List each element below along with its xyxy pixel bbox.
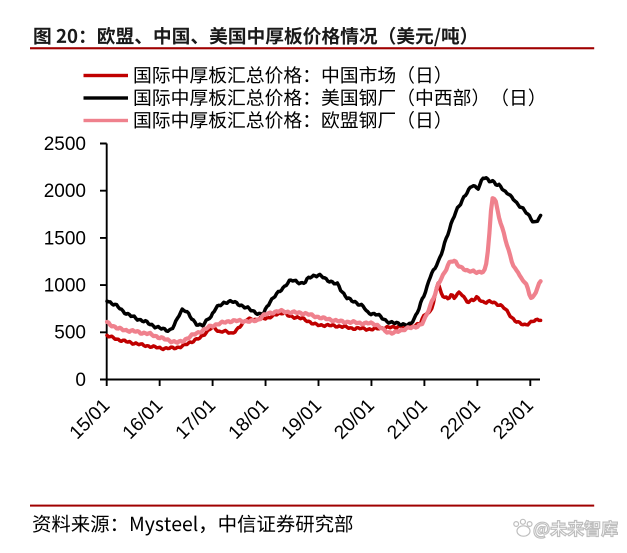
svg-text:1500: 1500 (44, 228, 86, 249)
svg-text:500: 500 (54, 323, 86, 344)
svg-text:2000: 2000 (44, 181, 86, 202)
svg-text:2500: 2500 (44, 134, 86, 155)
svg-text:0: 0 (75, 370, 86, 391)
svg-text:1000: 1000 (44, 276, 86, 297)
